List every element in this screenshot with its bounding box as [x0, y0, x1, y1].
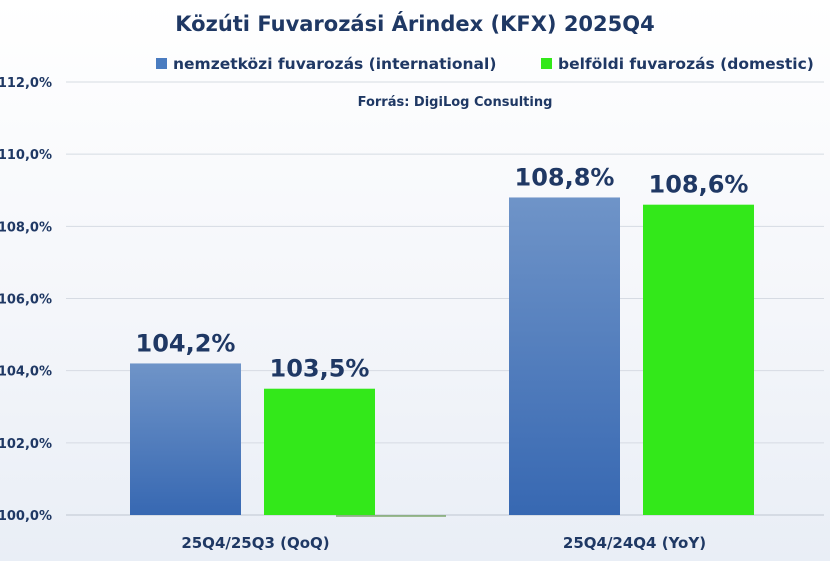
bar: [509, 197, 620, 515]
y-tick-label: 102,0%: [0, 437, 52, 452]
legend-swatch-domestic: [541, 58, 552, 69]
legend-label-domestic: belföldi fuvarozás (domestic): [558, 55, 814, 73]
bar: [643, 204, 754, 515]
y-tick-label: 108,0%: [0, 220, 52, 235]
y-tick-label: 110,0%: [0, 148, 52, 163]
legend-label-international: nemzetközi fuvarozás (international): [173, 55, 496, 73]
legend: nemzetközi fuvarozás (international) bel…: [156, 55, 814, 73]
data-label: 103,5%: [270, 355, 370, 383]
y-tick-label: 100,0%: [0, 509, 52, 524]
bar: [130, 363, 241, 515]
x-axis: 25Q4/25Q3 (QoQ) 25Q4/24Q4 (YoY): [181, 534, 706, 552]
chart-title: Közúti Fuvarozási Árindex (KFX) 2025Q4: [175, 11, 654, 36]
bar: [264, 388, 375, 515]
bars: [130, 197, 754, 515]
y-tick-label: 106,0%: [0, 293, 52, 308]
x-tick-label: 25Q4/24Q4 (YoY): [563, 534, 706, 552]
y-tick-label: 104,0%: [0, 365, 52, 380]
source-note: Forrás: DigiLog Consulting: [358, 95, 553, 110]
data-label: 108,6%: [649, 171, 749, 199]
legend-swatch-international: [156, 58, 167, 69]
data-labels: 104,2% 103,5% 108,8% 108,6%: [136, 163, 749, 382]
y-tick-label: 112,0%: [0, 76, 52, 91]
data-label: 104,2%: [136, 329, 236, 357]
y-axis: 100,0% 102,0% 104,0% 106,0% 108,0% 110,0% 112,…: [0, 76, 52, 524]
data-label: 108,8%: [515, 163, 615, 191]
x-tick-label: 25Q4/25Q3 (QoQ): [181, 534, 329, 552]
